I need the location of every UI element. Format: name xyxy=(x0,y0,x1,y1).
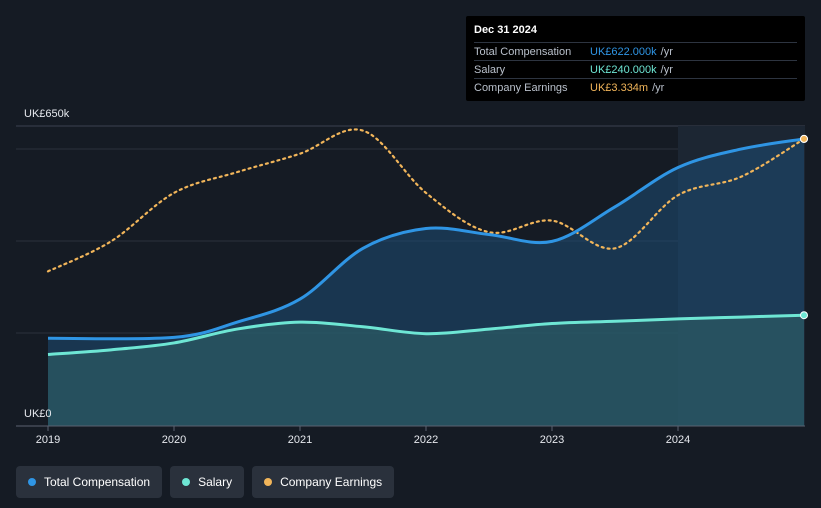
legend: Total Compensation Salary Company Earnin… xyxy=(16,466,395,498)
legend-label: Company Earnings xyxy=(280,475,383,489)
tooltip-label: Company Earnings xyxy=(474,81,568,94)
legend-label: Total Compensation xyxy=(44,475,151,489)
tooltip-value: UK£622.000k xyxy=(590,45,657,58)
legend-item-total-compensation[interactable]: Total Compensation xyxy=(16,466,163,498)
tooltip-label: Salary xyxy=(474,63,506,76)
company-earnings-end-point xyxy=(800,134,808,143)
tooltip-label: Total Compensation xyxy=(474,45,572,58)
tooltip-row-total-compensation: Total Compensation UK£622.000k /yr xyxy=(474,42,797,60)
x-axis-ticks: 2019 2020 2021 2022 2023 2024 xyxy=(36,426,690,446)
x-tick-label: 2024 xyxy=(666,434,690,446)
end-markers xyxy=(800,134,808,320)
tooltip-row-salary: Salary UK£240.000k /yr xyxy=(474,60,797,78)
tooltip-row-company-earnings: Company Earnings UK£3.334m /yr xyxy=(474,78,797,96)
salary-end-point xyxy=(800,311,808,320)
legend-label: Salary xyxy=(198,475,233,489)
legend-item-salary[interactable]: Salary xyxy=(170,466,245,498)
x-tick-label: 2023 xyxy=(540,434,564,446)
tooltip-value: UK£240.000k xyxy=(590,63,657,76)
salary-area xyxy=(48,315,804,426)
tooltip-unit: /yr xyxy=(660,63,673,76)
tooltip-value: UK£3.334m xyxy=(590,81,649,94)
legend-dot-icon xyxy=(264,478,273,486)
tooltip-unit: /yr xyxy=(652,81,665,94)
company-earnings-line[interactable] xyxy=(46,128,806,273)
x-tick-label: 2022 xyxy=(414,434,438,446)
tooltip-unit: /yr xyxy=(660,45,673,58)
legend-dot-icon xyxy=(28,478,36,486)
x-tick-label: 2019 xyxy=(36,434,60,446)
salary-line[interactable] xyxy=(47,313,805,356)
legend-item-company-earnings[interactable]: Company Earnings xyxy=(252,466,395,498)
legend-dot-icon xyxy=(182,478,191,486)
x-tick-label: 2021 xyxy=(288,434,312,446)
total-compensation-line[interactable] xyxy=(47,137,805,341)
x-tick-label: 2020 xyxy=(162,434,186,446)
y-axis-top-label: UK£650k xyxy=(24,108,70,120)
tooltip: Dec 31 2024 Total Compensation UK£622.00… xyxy=(466,16,805,101)
y-axis-bottom-label: UK£0 xyxy=(24,408,52,420)
tooltip-date: Dec 31 2024 xyxy=(474,24,537,36)
